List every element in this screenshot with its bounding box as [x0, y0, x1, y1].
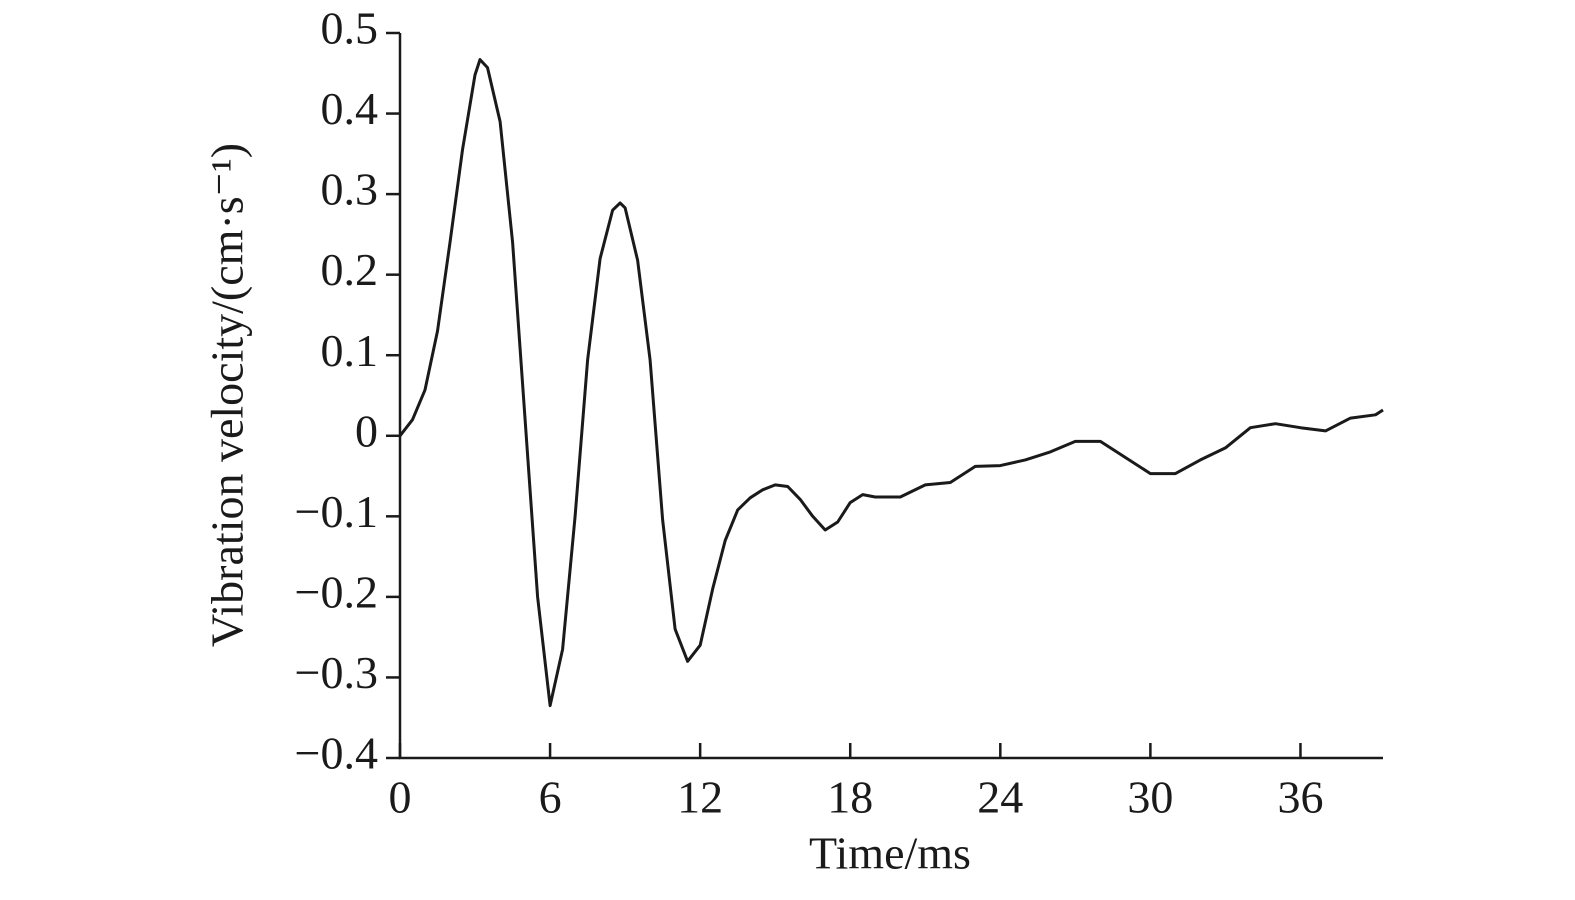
y-tick-label: −0.4 [295, 728, 378, 779]
y-tick-label: 0.5 [321, 3, 379, 54]
x-tick-label: 0 [389, 772, 412, 823]
x-tick-label: 6 [539, 772, 562, 823]
y-tick-label: −0.2 [295, 566, 378, 617]
data-line [398, 58, 1384, 708]
y-tick-label: 0 [355, 405, 378, 456]
x-tick-label: 36 [1277, 772, 1323, 823]
x-tick-label: 18 [827, 772, 873, 823]
x-tick-label: 24 [977, 772, 1023, 823]
x-tick-label: 12 [677, 772, 723, 823]
y-tick-label: −0.3 [295, 647, 378, 698]
x-tick-label: 30 [1127, 772, 1173, 823]
y-axis-label: Vibration velocity/(cm·s⁻¹) [202, 143, 253, 647]
x-axis-label: Time/ms [809, 828, 971, 879]
y-tick-label: 0.4 [321, 83, 379, 134]
y-tick-label: 0.3 [321, 164, 379, 215]
y-tick-label: −0.1 [295, 486, 378, 537]
y-tick-label: 0.1 [321, 325, 379, 376]
y-tick-label: 0.2 [321, 244, 379, 295]
axes [398, 33, 1383, 760]
